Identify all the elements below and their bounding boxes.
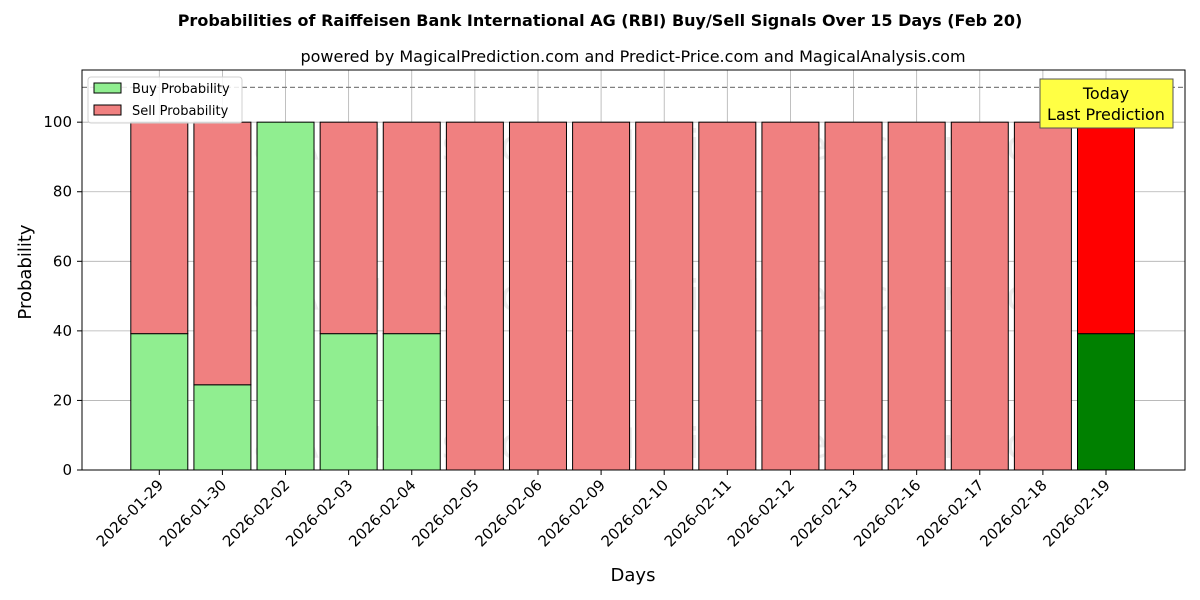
x-tick-label: 2026-02-05 <box>408 476 482 550</box>
bar-sell <box>319 121 378 335</box>
bar-buy <box>256 121 315 471</box>
bar-sell <box>572 121 631 471</box>
x-tick-label: 2026-02-18 <box>976 476 1050 550</box>
bar-buy <box>130 333 189 471</box>
x-tick-label: 2026-02-17 <box>913 476 987 550</box>
x-tick-label: 2026-02-02 <box>219 476 293 550</box>
x-tick-label: 2026-01-29 <box>93 476 167 550</box>
legend-label-sell: Sell Probability <box>132 104 229 119</box>
x-tick-label: 2026-01-30 <box>156 476 230 550</box>
y-tick-label: 0 <box>62 461 72 479</box>
x-axis-label: Days <box>611 565 656 586</box>
x-tick-label: 2026-02-13 <box>787 476 861 550</box>
bar-sell <box>950 121 1009 471</box>
legend-label-buy: Buy Probability <box>132 82 230 97</box>
y-tick-label: 40 <box>53 322 72 340</box>
legend-swatch-sell <box>93 104 122 116</box>
bar-buy <box>382 333 441 471</box>
bar-buy <box>193 384 252 471</box>
bar-sell <box>887 121 946 471</box>
bar-sell <box>445 121 504 471</box>
bar-sell <box>698 121 757 471</box>
today-annotation: Today Last Prediction <box>1039 78 1174 129</box>
x-tick-label: 2026-02-10 <box>598 476 672 550</box>
x-axis-ticks: 2026-01-292026-01-302026-02-022026-02-03… <box>93 470 1114 550</box>
x-tick-label: 2026-02-04 <box>345 476 419 550</box>
x-tick-label: 2026-02-06 <box>471 476 545 550</box>
bar-buy <box>319 333 378 471</box>
bar-sell <box>193 121 252 386</box>
x-tick-label: 2026-02-09 <box>535 476 609 550</box>
axes-frame <box>81 69 1186 471</box>
bar-sell <box>761 121 820 471</box>
x-tick-label: 2026-02-12 <box>724 476 798 550</box>
bar-buy <box>1077 333 1135 471</box>
plot-area: MagicalAnalysis.comMagicalPrediction.com… <box>43 69 1186 550</box>
bar-sell <box>1013 121 1072 471</box>
bar-sell <box>635 121 694 471</box>
y-axis-label: Probability <box>15 224 36 319</box>
bar-sell <box>382 121 441 335</box>
annotation-line-2: Last Prediction <box>1047 105 1165 124</box>
annotation-line-1: Today <box>1082 84 1129 103</box>
chart-title: Probabilities of Raiffeisen Bank Interna… <box>178 11 1023 30</box>
y-tick-label: 20 <box>53 391 72 409</box>
legend: Buy Probability Sell Probability <box>87 76 243 124</box>
bar-sell <box>508 121 567 471</box>
y-axis-ticks: 0 20 40 60 80 100 <box>43 113 82 479</box>
chart-subtitle: powered by MagicalPrediction.com and Pre… <box>300 47 965 66</box>
bars <box>130 121 1135 471</box>
x-tick-label: 2026-02-16 <box>850 476 924 550</box>
bar-sell <box>824 121 883 471</box>
y-tick-label: 60 <box>53 252 72 270</box>
x-tick-label: 2026-02-19 <box>1039 476 1113 550</box>
legend-swatch-buy <box>93 82 122 94</box>
y-tick-label: 80 <box>53 183 72 201</box>
x-tick-label: 2026-02-11 <box>661 476 735 550</box>
bar-sell <box>1077 121 1135 335</box>
y-tick-label: 100 <box>43 113 72 131</box>
x-tick-label: 2026-02-03 <box>282 476 356 550</box>
bar-sell <box>130 121 189 335</box>
